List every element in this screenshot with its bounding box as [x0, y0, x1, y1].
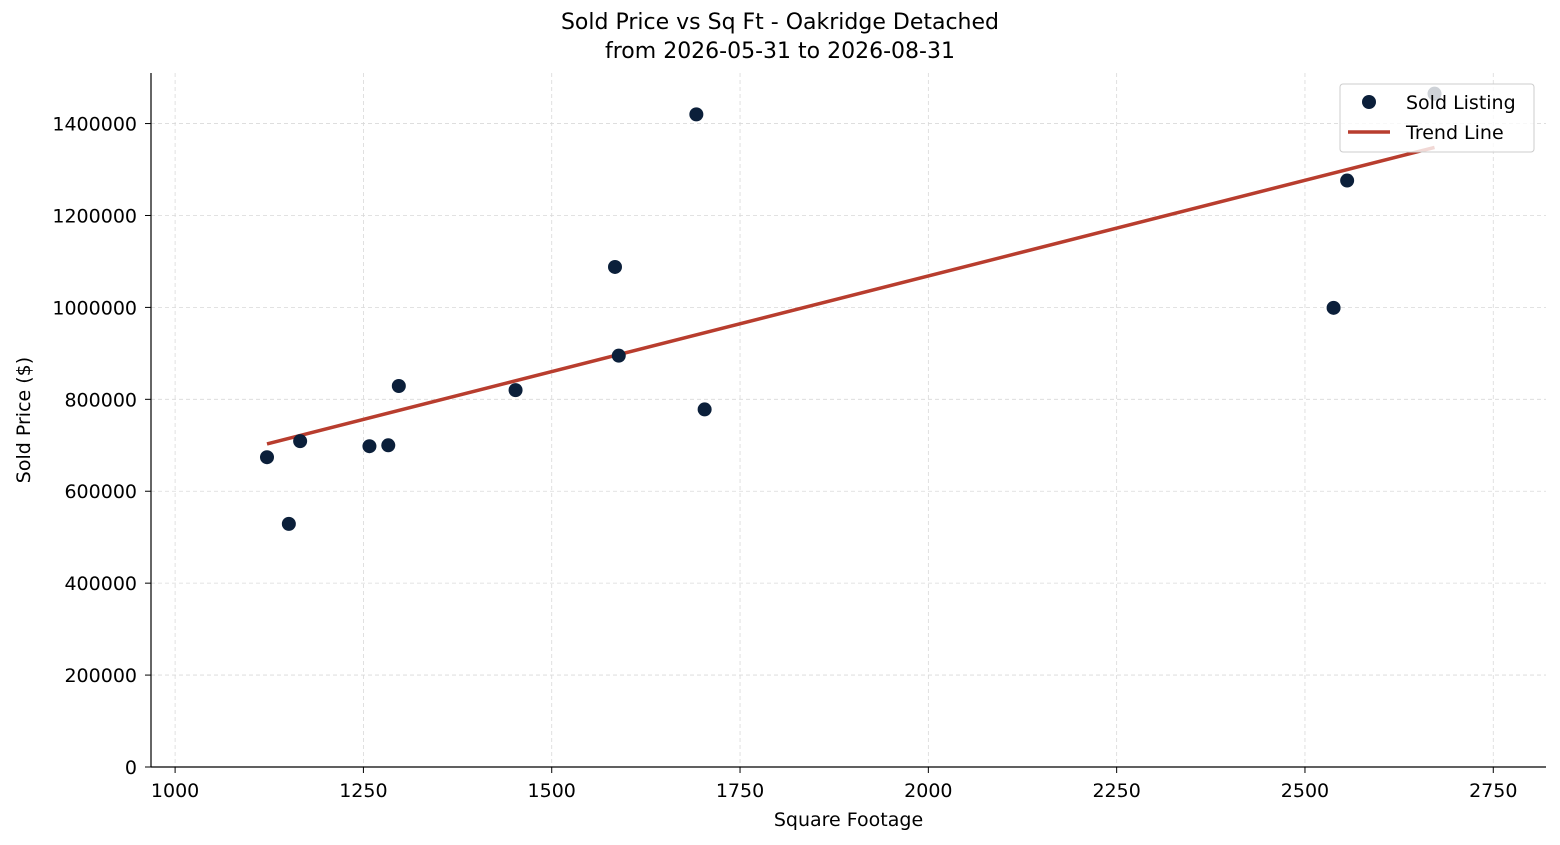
y-tick-label: 0	[125, 757, 137, 779]
y-tick-label: 800000	[64, 389, 137, 411]
data-point	[607, 259, 622, 274]
y-tick-label: 1200000	[52, 205, 137, 227]
plot-area	[259, 86, 1442, 531]
chart-subtitle: from 2026-05-31 to 2026-08-31	[605, 39, 955, 64]
data-point	[1340, 173, 1355, 188]
y-tick-label: 200000	[64, 665, 137, 687]
chart-title: Sold Price vs Sq Ft - Oakridge Detached	[560, 10, 1000, 35]
legend-label-sold-listing: Sold Listing	[1406, 92, 1516, 114]
data-point	[611, 348, 626, 363]
axes: 1000 1250 1500 1750 2000 2250 2500 2750 0 200000 4…	[13, 73, 1546, 831]
data-point	[391, 378, 406, 393]
data-point	[508, 383, 523, 398]
data-point	[689, 107, 704, 122]
x-tick-label: 1000	[151, 780, 199, 802]
x-tick-label: 2250	[1092, 780, 1140, 802]
trend-line	[266, 145, 1435, 446]
x-tick-label: 1250	[339, 780, 387, 802]
data-point	[281, 516, 296, 531]
x-tick-label: 2000	[904, 780, 952, 802]
data-point	[381, 438, 396, 453]
y-tick-label: 1000000	[52, 297, 137, 319]
legend-label-trend-line: Trend Line	[1405, 122, 1504, 144]
data-point	[697, 402, 712, 417]
x-tick-label: 1750	[716, 780, 764, 802]
x-axis-label: Square Footage	[774, 809, 923, 831]
x-tick-label: 1500	[528, 780, 576, 802]
y-tick-label: 1400000	[52, 114, 137, 136]
x-tick-label: 2750	[1469, 780, 1517, 802]
grid	[151, 73, 1546, 768]
data-point	[259, 450, 274, 465]
y-tick-label: 400000	[64, 573, 137, 595]
data-point	[362, 439, 377, 454]
x-tick-label: 2500	[1281, 780, 1329, 802]
y-axis-label: Sold Price ($)	[13, 357, 35, 483]
data-point	[293, 434, 308, 449]
legend-marker-sold-listing	[1362, 95, 1376, 109]
legend-box	[1339, 83, 1535, 153]
y-tick-label: 600000	[64, 481, 137, 503]
legend: Sold Listing Trend Line	[1339, 83, 1535, 153]
data-point	[1326, 300, 1341, 315]
